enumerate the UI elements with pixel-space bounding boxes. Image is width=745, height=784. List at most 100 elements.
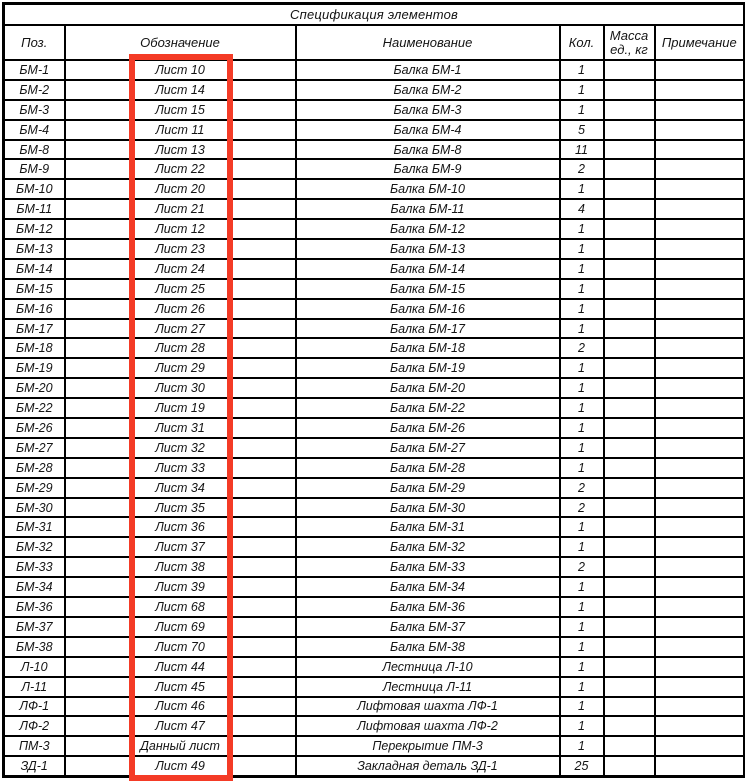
cell-designation: Лист 14 [63, 78, 297, 101]
cell-note [653, 536, 745, 559]
cell-note [653, 615, 745, 638]
table-row: БМ-17 Лист 27 Балка БМ-17 1 [2, 317, 745, 340]
cell-note [653, 755, 745, 778]
cell-name: Балка БМ-31 [294, 516, 561, 539]
cell-pos: БМ-26 [2, 417, 66, 439]
cell-pos: БМ-1 [2, 59, 66, 81]
table-header-row: Поз. Обозначение Наименование Кол. Масса… [2, 24, 745, 61]
cell-mass [602, 218, 656, 241]
cell-name: Балка БМ-26 [294, 417, 561, 439]
cell-designation: Лист 25 [63, 277, 297, 300]
column-header-designation: Обозначение [63, 24, 297, 61]
cell-note [653, 178, 745, 201]
table-row: БМ-9 Лист 22 Балка БМ-9 2 [2, 158, 745, 181]
cell-mass [602, 556, 656, 579]
cell-name: Балка БМ-15 [294, 277, 561, 300]
column-header-qty: Кол. [558, 24, 605, 61]
cell-pos: БМ-15 [2, 277, 66, 300]
cell-pos: БМ-22 [2, 397, 66, 420]
cell-note [653, 655, 745, 678]
cell-mass [602, 198, 656, 221]
cell-name: Балка БМ-8 [294, 138, 561, 161]
cell-name: Балка БМ-12 [294, 218, 561, 241]
cell-pos: БМ-31 [2, 516, 66, 539]
cell-qty: 1 [558, 59, 605, 81]
cell-pos: БМ-28 [2, 456, 66, 479]
cell-designation: Лист 32 [63, 436, 297, 459]
cell-qty: 11 [558, 138, 605, 161]
cell-pos: БМ-8 [2, 138, 66, 161]
cell-note [653, 138, 745, 161]
cell-mass [602, 397, 656, 420]
cell-mass [602, 138, 656, 161]
cell-note [653, 397, 745, 420]
cell-pos: БМ-29 [2, 476, 66, 499]
table-row: БМ-11 Лист 21 Балка БМ-11 4 [2, 198, 745, 221]
cell-name: Балка БМ-28 [294, 456, 561, 479]
cell-pos: ПМ-3 [2, 735, 66, 758]
cell-name: Балка БМ-3 [294, 98, 561, 121]
cell-pos: ЛФ-1 [2, 695, 66, 718]
cell-pos: БМ-9 [2, 158, 66, 181]
cell-pos: БМ-17 [2, 317, 66, 340]
table-row: ЛФ-1 Лист 46 Лифтовая шахта ЛФ-1 1 [2, 695, 745, 718]
table-row: БМ-10 Лист 20 Балка БМ-10 1 [2, 178, 745, 201]
cell-note [653, 377, 745, 400]
cell-pos: БМ-32 [2, 536, 66, 559]
cell-qty: 1 [558, 715, 605, 738]
table-row: БМ-14 Лист 24 Балка БМ-14 1 [2, 257, 745, 280]
cell-mass [602, 118, 656, 141]
cell-note [653, 735, 745, 758]
cell-note [653, 357, 745, 380]
cell-note [653, 456, 745, 479]
cell-mass [602, 536, 656, 559]
cell-note [653, 496, 745, 519]
cell-pos: БМ-13 [2, 238, 66, 260]
cell-mass [602, 277, 656, 300]
cell-mass [602, 337, 656, 360]
cell-note [653, 257, 745, 280]
cell-qty: 1 [558, 655, 605, 678]
cell-mass [602, 178, 656, 201]
cell-designation: Лист 20 [63, 178, 297, 201]
cell-mass [602, 297, 656, 320]
cell-name: Лифтовая шахта ЛФ-1 [294, 695, 561, 718]
cell-qty: 1 [558, 436, 605, 459]
cell-mass [602, 675, 656, 698]
table-title-row: Спецификация элементов [2, 2, 745, 26]
cell-name: Балка БМ-37 [294, 615, 561, 638]
cell-note [653, 277, 745, 300]
cell-designation: Лист 49 [63, 755, 297, 778]
cell-designation: Лист 38 [63, 556, 297, 579]
cell-designation: Лист 27 [63, 317, 297, 340]
cell-mass [602, 257, 656, 280]
cell-designation: Лист 46 [63, 695, 297, 718]
cell-name: Перекрытие ПМ-3 [294, 735, 561, 758]
table-title: Спецификация элементов [2, 2, 745, 26]
cell-qty: 2 [558, 476, 605, 499]
cell-pos: ЗД-1 [2, 755, 66, 778]
cell-name: Балка БМ-32 [294, 536, 561, 559]
cell-designation: Лист 44 [63, 655, 297, 678]
cell-designation: Лист 29 [63, 357, 297, 380]
cell-qty: 1 [558, 277, 605, 300]
cell-designation: Лист 68 [63, 596, 297, 618]
cell-designation: Лист 15 [63, 98, 297, 121]
cell-designation: Лист 37 [63, 536, 297, 559]
cell-qty: 2 [558, 158, 605, 181]
cell-designation: Лист 12 [63, 218, 297, 241]
table-row: БМ-29 Лист 34 Балка БМ-29 2 [2, 476, 745, 499]
cell-qty: 1 [558, 596, 605, 618]
table-row: БМ-32 Лист 37 Балка БМ-32 1 [2, 536, 745, 559]
cell-mass [602, 615, 656, 638]
cell-name: Балка БМ-10 [294, 178, 561, 201]
cell-mass [602, 417, 656, 439]
cell-name: Балка БМ-20 [294, 377, 561, 400]
table-row: Л-11 Лист 45 Лестница Л-11 1 [2, 675, 745, 698]
cell-designation: Лист 34 [63, 476, 297, 499]
cell-name: Балка БМ-34 [294, 576, 561, 599]
cell-note [653, 715, 745, 738]
cell-pos: Л-11 [2, 675, 66, 698]
cell-mass [602, 377, 656, 400]
cell-qty: 1 [558, 377, 605, 400]
